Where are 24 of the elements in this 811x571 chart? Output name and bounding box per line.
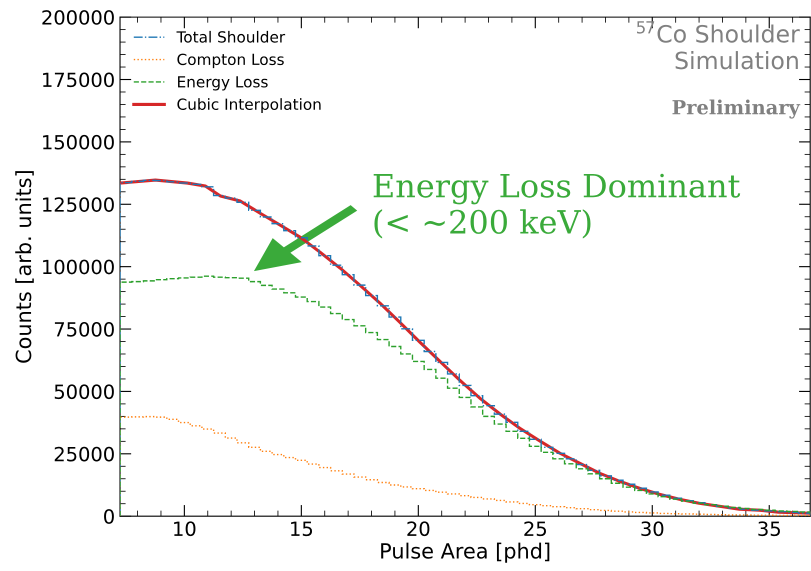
y-tick-label: 50000 [54, 384, 114, 400]
annotation: Energy Loss Dominant (< ~200 keV) [374, 174, 740, 238]
y-tick-label: 25000 [54, 446, 114, 462]
y-tick-label: 0 [104, 509, 114, 524]
legend-label: Compton Loss [177, 54, 284, 68]
x-tick-label: 30 [641, 521, 664, 536]
x-axis-title: Pulse Area [phd] [381, 542, 550, 563]
y-tick-label: 75000 [54, 322, 114, 337]
legend-label: Cubic Interpolation [177, 98, 321, 113]
x-tick-label: 35 [758, 521, 780, 536]
annotation: Preliminary [672, 99, 800, 119]
x-tick-label: 10 [174, 521, 196, 536]
legend-label: Total Shoulder [176, 30, 286, 43]
y-tick-label: 125000 [43, 197, 114, 212]
y-axis-title: Counts [arb. units] [15, 171, 34, 363]
y-tick-label: 175000 [43, 72, 114, 88]
y-tick-label: 200000 [42, 10, 114, 25]
x-tick-label: 15 [291, 522, 312, 536]
annotation: $^{57}$Co Shoulder Simulation [637, 21, 800, 70]
x-tick-label: 25 [524, 521, 546, 536]
legend-label: Energy Loss [178, 76, 268, 91]
y-tick-label: 150000 [43, 134, 114, 150]
x-tick-label: 20 [407, 521, 430, 536]
y-tick-label: 100000 [43, 260, 114, 274]
